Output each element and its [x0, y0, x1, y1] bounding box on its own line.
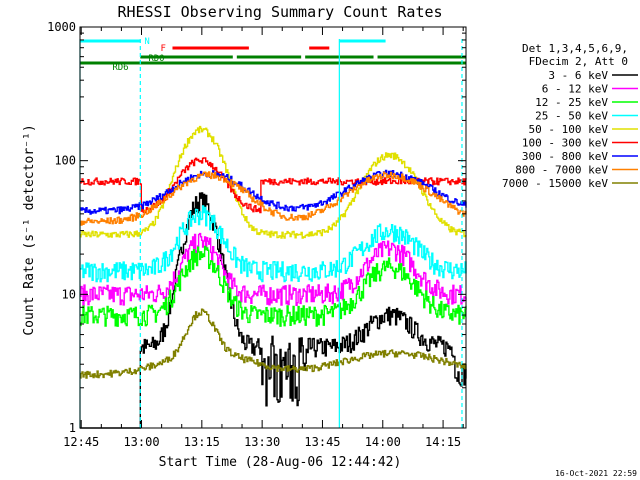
- legend-entry-label: 100 - 300 keV: [522, 137, 608, 150]
- flag-label-rd0: RD0: [148, 54, 164, 64]
- legend-entry-label: 7000 - 15000 keV: [502, 177, 608, 190]
- flag-label-rd6: RD6: [112, 63, 128, 73]
- legend-entry-label: 800 - 7000 keV: [515, 164, 608, 177]
- series-line-12to25kev: [80, 245, 467, 327]
- legend-entry-label: 25 - 50 keV: [535, 110, 608, 123]
- footer-timestamp: 16-Oct-2021 22:59: [555, 469, 637, 478]
- legend-header-line: FDecim 2, Att 0: [529, 55, 628, 68]
- x-tick-label: 14:15: [425, 435, 461, 449]
- y-tick-label: 1000: [47, 20, 76, 34]
- series-line-3to6kev: [80, 192, 467, 429]
- legend-entry-label: 6 - 12 keV: [542, 83, 609, 96]
- x-tick-label: 13:45: [304, 435, 340, 449]
- axes: 1 10 100 1000 12:45 13:00 13:15 13:30 13:45 14:00…: [47, 20, 467, 449]
- legend: Det 1,3,4,5,6,9,FDecim 2, Att 03 - 6 keV…: [502, 42, 638, 190]
- x-tick-label: 12:45: [63, 435, 99, 449]
- legend-entry-label: 300 - 800 keV: [522, 150, 608, 163]
- x-axis-label: Start Time (28-Aug-06 12:44:42): [159, 455, 402, 470]
- series-line-100to300kev: [80, 157, 467, 214]
- x-tick-label: 14:00: [365, 435, 401, 449]
- series-lines: [80, 125, 467, 429]
- y-tick-label: 10: [62, 287, 76, 301]
- flag-label-f: F: [160, 44, 165, 54]
- x-tick-label: 13:30: [244, 435, 280, 449]
- flag-label-n: N: [144, 37, 149, 47]
- series-line-50to100kev: [80, 125, 467, 239]
- series-line-25to50kev: [80, 205, 467, 283]
- y-tick-label: 100: [54, 154, 76, 168]
- series-line-6to12kev: [80, 232, 467, 306]
- x-tick-label: 13:15: [184, 435, 220, 449]
- series-line-7000to15000kev: [80, 308, 467, 379]
- legend-header-line: Det 1,3,4,5,6,9,: [522, 42, 628, 55]
- chart-title: RHESSI Observing Summary Count Rates: [117, 3, 442, 21]
- legend-entry-label: 3 - 6 keV: [548, 69, 608, 82]
- legend-entry-label: 50 - 100 keV: [529, 123, 609, 136]
- y-tick-label: 1: [69, 421, 76, 435]
- plot-frame: [79, 26, 467, 429]
- legend-entry-label: 12 - 25 keV: [535, 96, 608, 109]
- x-tick-label: 13:00: [123, 435, 159, 449]
- series-line-800to7000kev: [80, 171, 467, 226]
- y-axis-label: Count Rate (s⁻¹ detector⁻¹): [22, 124, 37, 335]
- series-line-300to800kev: [80, 169, 467, 215]
